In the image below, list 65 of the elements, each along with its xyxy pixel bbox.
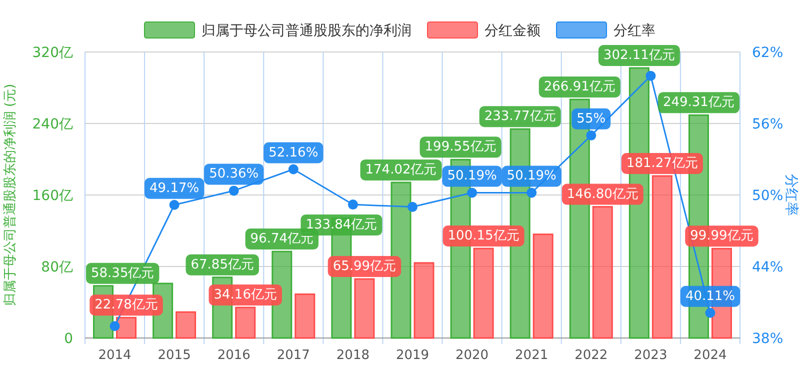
bar [176,311,196,339]
x-tick-label: 2017 [276,348,310,363]
point [228,186,239,196]
y2-tick-label: 44% [752,260,784,276]
bar [414,262,434,339]
x-tick-label: 2021 [515,348,548,363]
data-label: 67.85亿元 [190,257,254,272]
data-label: 49.17% [150,180,200,196]
data-label: 266.91亿元 [544,79,616,94]
point [348,200,358,210]
y2-axis-title: 分红率 [783,174,799,216]
y-tick-label: 320亿 [32,45,73,61]
data-label: 55% [576,111,606,126]
y2-tick-label: 38% [752,331,784,347]
y-tick-label: 240亿 [32,116,73,132]
point [646,70,656,81]
data-label: 174.02亿元 [365,162,437,178]
data-label: 249.31亿元 [662,95,734,110]
legend-label: 归属于母公司普通股股东的净利润 [202,22,412,39]
data-label: 133.84亿元 [306,218,378,233]
point [408,202,418,212]
x-tick-label: 2022 [574,348,608,363]
data-label: 50.36% [209,166,259,182]
data-label: 96.74亿元 [250,232,314,247]
data-label: 199.55亿元 [424,140,496,155]
x-tick-label: 2016 [217,348,250,363]
x-tick-label: 2020 [456,348,489,363]
bar [532,234,554,339]
data-label: 40.11% [685,288,736,304]
data-label: 22.78亿元 [94,298,158,313]
y2-tick-label: 62% [752,45,784,61]
data-label: 146.80亿元 [566,186,638,202]
point [586,130,596,140]
x-tick-label: 2024 [694,348,727,363]
bar [294,293,316,339]
point [169,200,180,210]
x-tick-label: 2019 [396,348,430,363]
legend-label: 分红金额 [484,23,540,39]
x-tick-label: 2015 [158,348,191,363]
y-tick-label: 0 [64,331,73,347]
data-label: 181.27亿元 [626,156,698,171]
data-label: 34.16亿元 [214,287,277,302]
data-label: 302.11亿元 [603,48,675,63]
data-label: 58.35亿元 [91,266,154,281]
data-label: 52.16% [268,145,318,160]
data-label: 50.19% [447,168,497,184]
x-tick-label: 2023 [634,348,668,363]
data-label: 65.99亿元 [332,259,396,274]
y2-tick-label: 50% [752,188,784,204]
data-label: 233.77亿元 [484,109,556,124]
y-tick-label: 80亿 [41,260,73,276]
point [467,188,478,198]
y-axis-title: 归属于母公司普通股股东的净利润 (元) [2,84,18,306]
data-label: 99.99亿元 [690,228,754,244]
legend-label: 分红率 [614,23,656,39]
y2-tick-label: 56% [752,116,784,132]
point [526,188,537,198]
point [110,321,120,332]
x-tick-label: 2018 [336,348,370,363]
data-label: 100.15亿元 [448,228,520,244]
y-tick-label: 160亿 [32,188,73,204]
x-tick-label: 2014 [98,348,132,363]
data-label: 50.19% [506,168,556,184]
point [705,308,716,318]
point [288,164,298,174]
